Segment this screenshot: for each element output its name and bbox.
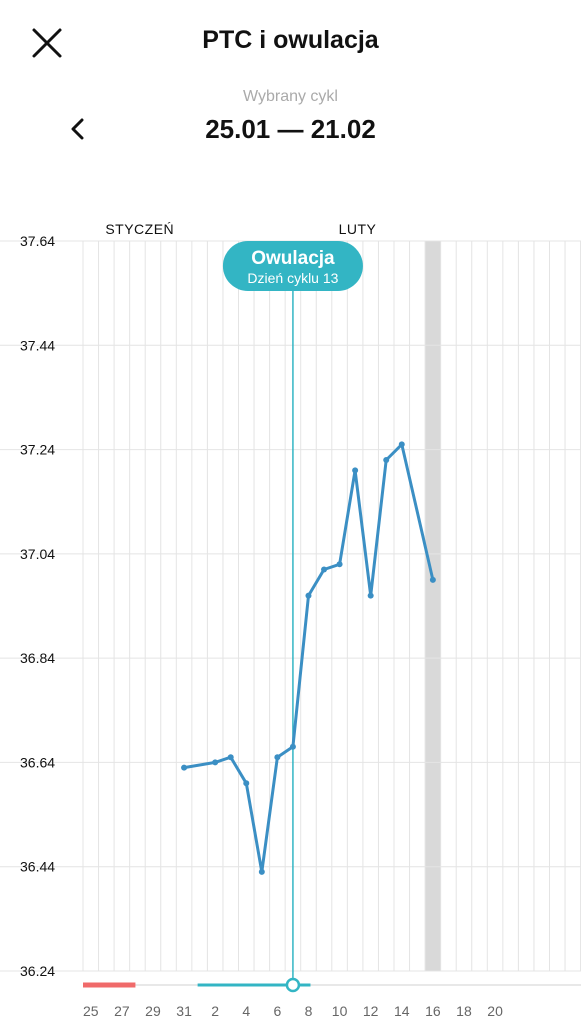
temperature-point (181, 764, 188, 771)
x-tick-label: 12 (363, 1003, 379, 1019)
y-tick-label: 37.24 (20, 442, 55, 458)
x-tick-label: 18 (456, 1003, 472, 1019)
x-tick-label: 31 (176, 1003, 192, 1019)
month-label: LUTY (339, 221, 377, 237)
x-tick-label: 20 (487, 1003, 503, 1019)
temperature-point (212, 759, 219, 766)
temperature-point (227, 754, 234, 761)
page-title: PTC i owulacja (202, 26, 379, 54)
y-tick-label: 37.64 (20, 233, 55, 249)
y-tick-label: 36.44 (20, 859, 55, 875)
y-tick-label: 36.24 (20, 963, 55, 979)
x-tick-label: 25 (83, 1003, 99, 1019)
y-tick-label: 37.44 (20, 337, 55, 353)
x-tick-label: 27 (114, 1003, 130, 1019)
temperature-point (258, 868, 265, 875)
x-tick-label: 29 (145, 1003, 161, 1019)
x-tick-label: 6 (273, 1003, 281, 1019)
temperature-point (321, 566, 328, 573)
x-tick-label: 14 (394, 1003, 410, 1019)
temperature-point (289, 743, 296, 750)
x-tick-label: 8 (305, 1003, 313, 1019)
temperature-point (429, 576, 436, 583)
ovulation-marker (285, 977, 301, 993)
temperature-point (336, 561, 343, 568)
y-tick-label: 37.04 (20, 546, 55, 562)
previous-cycle-button[interactable] (64, 114, 92, 144)
temperature-point (274, 754, 281, 761)
y-tick-label: 36.84 (20, 650, 55, 666)
temperature-point (352, 467, 359, 474)
temperature-point (383, 457, 390, 463)
chevron-left-icon (71, 118, 84, 140)
cycle-range: 25.01 — 21.02 (205, 114, 376, 144)
temperature-point (243, 780, 250, 787)
today-band (425, 241, 441, 971)
month-label: STYCZEŃ (105, 221, 174, 237)
cycle-caption: Wybrany cykl (243, 88, 338, 105)
ovulation-badge (222, 241, 363, 291)
bbt-chart[interactable]: 37.64 37.44 37.24 37.04 36.84 36.64 36.44 36.24… (0, 200, 581, 1024)
ovulation-label: Owulacja (251, 248, 335, 269)
x-tick-label: 16 (425, 1003, 441, 1019)
temperature-point (305, 592, 312, 599)
x-tick-label: 2 (211, 1003, 219, 1019)
temperature-point (398, 441, 405, 448)
x-tick-label: 4 (242, 1003, 250, 1019)
close-icon (32, 28, 62, 58)
y-tick-label: 36.64 (20, 754, 55, 770)
temperature-point (367, 592, 374, 599)
ovulation-sublabel: Dzień cyklu 13 (247, 270, 338, 286)
x-tick-label: 10 (332, 1003, 348, 1019)
close-button[interactable] (28, 24, 66, 62)
